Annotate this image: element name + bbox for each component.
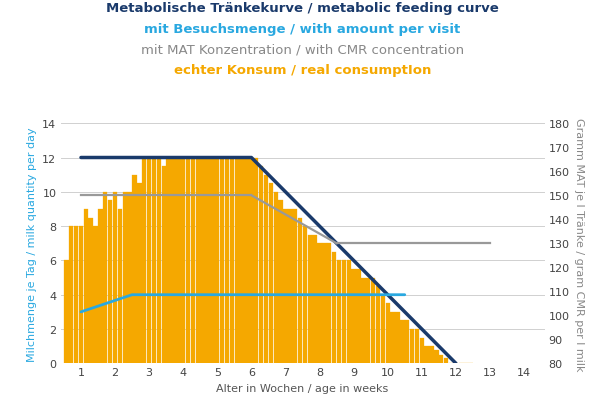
Text: mit MAT Konzentration / with CMR concentration: mit MAT Konzentration / with CMR concent…	[141, 43, 464, 56]
Bar	[371, 278, 375, 363]
Bar	[205, 158, 210, 363]
Bar	[298, 218, 302, 363]
Bar	[210, 158, 215, 363]
Bar	[64, 261, 68, 363]
Bar	[79, 227, 83, 363]
Bar	[215, 158, 220, 363]
Bar	[259, 167, 263, 363]
Bar	[152, 158, 156, 363]
Bar	[278, 201, 283, 363]
Bar	[322, 244, 327, 363]
Bar	[312, 235, 317, 363]
Bar	[235, 158, 239, 363]
Bar	[200, 158, 205, 363]
Bar	[332, 252, 336, 363]
Bar	[132, 175, 137, 363]
Bar	[93, 227, 98, 363]
Bar	[240, 158, 244, 363]
Y-axis label: Milchmenge je Tag / milk quantity per day: Milchmenge je Tag / milk quantity per da…	[27, 127, 37, 361]
Bar	[128, 192, 132, 363]
Bar	[98, 209, 103, 363]
Bar	[420, 338, 424, 363]
Bar	[123, 192, 127, 363]
Bar	[347, 261, 351, 363]
Bar	[381, 295, 385, 363]
Bar	[249, 158, 253, 363]
Bar	[191, 158, 195, 363]
X-axis label: Alter in Wochen / age in weeks: Alter in Wochen / age in weeks	[217, 383, 388, 393]
Bar	[83, 209, 88, 363]
Bar	[103, 192, 108, 363]
Bar	[376, 287, 380, 363]
Bar	[157, 158, 161, 363]
Bar	[147, 158, 151, 363]
Bar	[356, 269, 361, 363]
Text: mit Besuchsmenge / with amount per visit: mit Besuchsmenge / with amount per visit	[145, 23, 460, 36]
Bar	[302, 227, 307, 363]
Bar	[400, 320, 405, 363]
Bar	[430, 347, 434, 363]
Bar	[230, 158, 234, 363]
Bar	[244, 158, 249, 363]
Bar	[166, 158, 171, 363]
Bar	[113, 192, 117, 363]
Bar	[181, 158, 185, 363]
Bar	[162, 167, 166, 363]
Bar	[327, 244, 332, 363]
Bar	[220, 158, 224, 363]
Bar	[142, 158, 146, 363]
Bar	[439, 355, 443, 363]
Bar	[108, 201, 113, 363]
Bar	[254, 158, 258, 363]
Bar	[444, 358, 448, 363]
Bar	[405, 320, 410, 363]
Bar	[293, 209, 298, 363]
Bar	[186, 158, 190, 363]
Bar	[361, 278, 365, 363]
Bar	[225, 158, 229, 363]
Bar	[283, 209, 287, 363]
Bar	[88, 218, 93, 363]
Bar	[395, 312, 400, 363]
Bar	[425, 347, 429, 363]
Bar	[318, 244, 322, 363]
Bar	[415, 329, 419, 363]
Text: Metabolische Tränkekurve / metabolic feeding curve: Metabolische Tränkekurve / metabolic fee…	[106, 2, 499, 15]
Y-axis label: Gramm MAT je l Tränke / gram CMR per l milk: Gramm MAT je l Tränke / gram CMR per l m…	[574, 117, 584, 370]
Bar	[390, 312, 395, 363]
Bar	[264, 175, 268, 363]
Bar	[269, 184, 273, 363]
Bar	[171, 158, 175, 363]
Text: echter Konsum / real consumptIon: echter Konsum / real consumptIon	[174, 64, 431, 77]
Bar	[342, 261, 346, 363]
Bar	[366, 278, 370, 363]
Bar	[385, 304, 390, 363]
Bar	[288, 209, 293, 363]
Bar	[273, 192, 278, 363]
Bar	[137, 184, 142, 363]
Bar	[307, 235, 312, 363]
Bar	[176, 158, 180, 363]
Bar	[69, 227, 73, 363]
Bar	[352, 269, 356, 363]
Bar	[118, 209, 122, 363]
Bar	[195, 158, 200, 363]
Bar	[434, 350, 439, 363]
Bar	[410, 329, 414, 363]
Bar	[337, 261, 341, 363]
Bar	[74, 227, 78, 363]
